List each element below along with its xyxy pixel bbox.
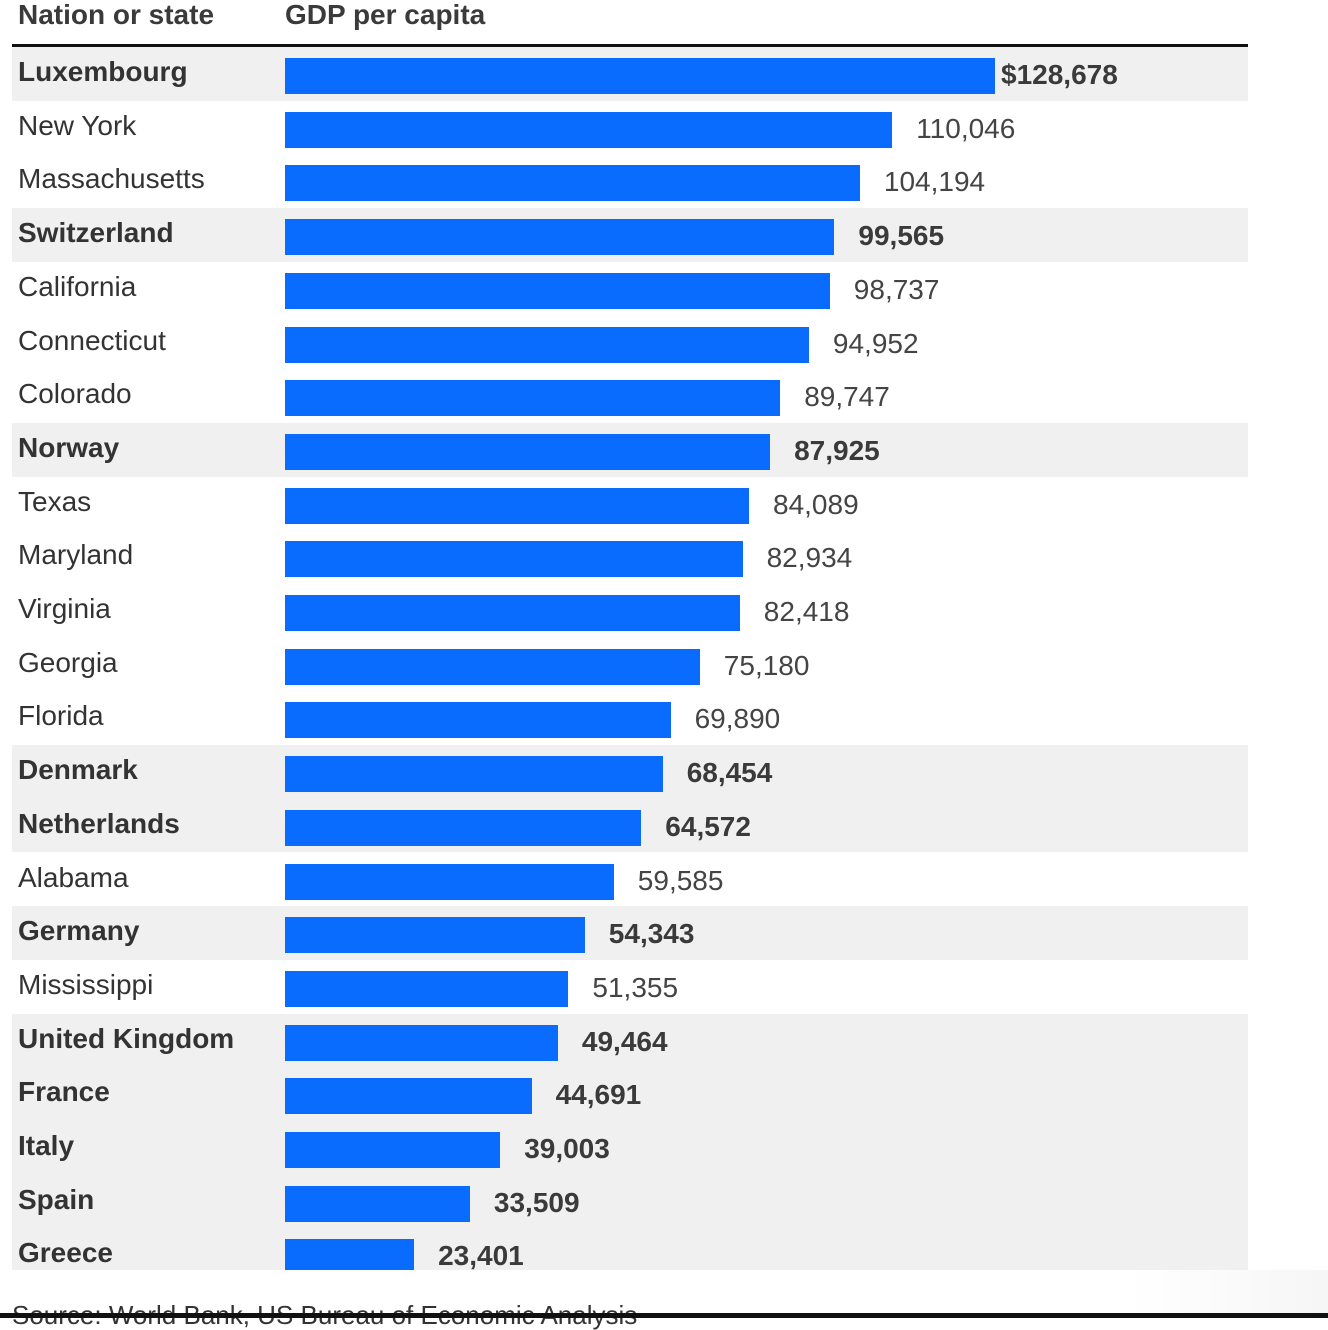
category-label: Greece [18, 1237, 113, 1269]
chart-row: Florida 69,890 [12, 691, 1248, 745]
category-label: Connecticut [18, 324, 166, 356]
category-label: Germany [18, 915, 140, 947]
chart-row: Switzerland 99,565 [12, 208, 1248, 262]
value-label: 51,355 [592, 971, 679, 1003]
bottom-border [0, 1313, 1328, 1318]
chart-row: France 44,691 [12, 1067, 1248, 1121]
bar [285, 756, 663, 793]
bar [285, 809, 642, 846]
bar [285, 380, 781, 417]
value-label: 110,046 [916, 112, 1016, 144]
category-label: Florida [18, 700, 104, 732]
value-label: 82,934 [766, 542, 853, 574]
category-label: California [18, 270, 137, 302]
category-label: France [18, 1076, 110, 1108]
bar [285, 487, 749, 524]
category-label: United Kingdom [18, 1022, 235, 1054]
chart-row: United Kingdom 49,464 [12, 1013, 1248, 1068]
chart-row: Luxembourg $128,678 [12, 47, 1248, 101]
bar [285, 595, 740, 631]
bar [285, 272, 830, 309]
chart-row: Texas 84,089 [12, 477, 1248, 531]
chart-row: Norway 87,925 [12, 422, 1248, 477]
bar [285, 863, 614, 900]
bar [285, 1078, 532, 1115]
category-label: Georgia [18, 646, 118, 678]
bar [285, 541, 743, 578]
value-label: 33,509 [493, 1186, 580, 1218]
value-label: 98,737 [853, 273, 940, 305]
chart-row: Alabama 59,585 [12, 853, 1248, 907]
chart-row: Massachusetts 104,194 [12, 154, 1248, 208]
value-label: $128,678 [1001, 59, 1118, 90]
category-label: Spain [18, 1183, 95, 1215]
category-label: Virginia [18, 593, 111, 624]
bar [285, 58, 995, 94]
value-label: 39,003 [524, 1133, 610, 1164]
category-label: Denmark [18, 754, 138, 786]
header-rule [12, 44, 1248, 47]
value-label: 59,585 [637, 864, 724, 896]
bar [285, 1024, 558, 1061]
bar [285, 433, 771, 470]
value-label: 64,572 [665, 810, 751, 842]
value-label: 69,890 [694, 703, 781, 735]
category-label: Switzerland [18, 217, 174, 249]
label-column-header: Nation or state [18, 0, 215, 30]
bar [285, 648, 700, 685]
category-label: Massachusetts [18, 163, 205, 195]
category-label: Mississippi [18, 968, 154, 1000]
value-label: 82,418 [763, 596, 850, 627]
value-label: 49,464 [581, 1025, 668, 1057]
chart-row: Italy 39,003 [12, 1121, 1248, 1175]
bar [285, 326, 809, 363]
value-column-header: GDP per capita [285, 0, 486, 30]
value-label: 87,925 [794, 434, 880, 466]
chart-row: Germany 54,343 [12, 906, 1248, 960]
category-label: Maryland [18, 539, 134, 571]
category-label: Texas [18, 485, 92, 517]
category-label: Alabama [18, 861, 129, 893]
value-label: 44,691 [555, 1079, 642, 1111]
bar [285, 1132, 501, 1168]
chart-row: Colorado 89,747 [12, 369, 1248, 423]
bar [285, 219, 835, 256]
category-label: Colorado [18, 378, 132, 410]
bar [285, 1185, 470, 1222]
chart-row: Virginia 82,418 [12, 584, 1248, 638]
chart-row: Connecticut 94,952 [12, 316, 1248, 370]
category-label: Netherlands [18, 807, 180, 839]
value-label: 75,180 [723, 649, 810, 681]
bar [285, 970, 569, 1007]
value-label: 89,747 [804, 381, 890, 413]
bar [285, 1239, 415, 1276]
chart-row: Maryland 82,934 [12, 530, 1248, 584]
value-label: 84,089 [773, 488, 859, 520]
category-label: Italy [18, 1130, 75, 1161]
value-label: 23,401 [438, 1240, 524, 1272]
bottom-strip [0, 1270, 1328, 1318]
value-label: 104,194 [883, 166, 986, 198]
chart-row: Spain 33,509 [12, 1174, 1248, 1229]
value-label: 54,343 [608, 918, 695, 950]
bar [285, 165, 860, 202]
chart-row: Netherlands 64,572 [12, 798, 1248, 853]
bar [285, 111, 893, 148]
chart-row: Georgia 75,180 [12, 638, 1248, 692]
bar [285, 917, 585, 954]
category-label: Luxembourg [18, 56, 188, 87]
value-label: 68,454 [686, 757, 773, 789]
value-label: 99,565 [858, 220, 945, 252]
value-label: 94,952 [832, 327, 919, 359]
chart-row: California 98,737 [12, 262, 1248, 316]
chart-row: Denmark 68,454 [12, 745, 1248, 799]
category-label: Norway [18, 431, 120, 463]
bar [285, 702, 671, 739]
category-label: New York [18, 109, 137, 141]
chart-row: Mississippi 51,355 [12, 960, 1248, 1014]
chart-row: New York 110,046 [12, 101, 1248, 155]
